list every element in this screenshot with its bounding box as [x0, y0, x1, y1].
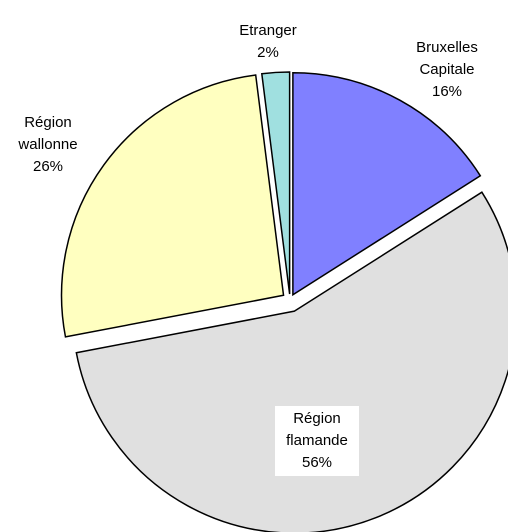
- pie-slice: [75, 191, 508, 532]
- slice-label: Région flamande 56%: [275, 406, 359, 476]
- category-label: Etranger: [239, 22, 297, 39]
- pie-slice: [292, 71, 482, 297]
- slice-label: Etranger 2%: [230, 20, 306, 64]
- category-label: Bruxelles Capitale: [416, 39, 478, 78]
- value-label: 26%: [32, 158, 64, 175]
- slice-label: Bruxelles Capitale 16%: [409, 37, 485, 103]
- value-label: 56%: [301, 454, 333, 471]
- value-label: 2%: [257, 44, 279, 61]
- category-label: Région flamande: [286, 410, 348, 449]
- pie-slice: [60, 74, 285, 338]
- pie-slice: [260, 71, 291, 295]
- slice-label: Région wallonne 26%: [10, 112, 86, 178]
- value-label: 16%: [431, 83, 463, 100]
- category-label: Région wallonne: [18, 114, 78, 153]
